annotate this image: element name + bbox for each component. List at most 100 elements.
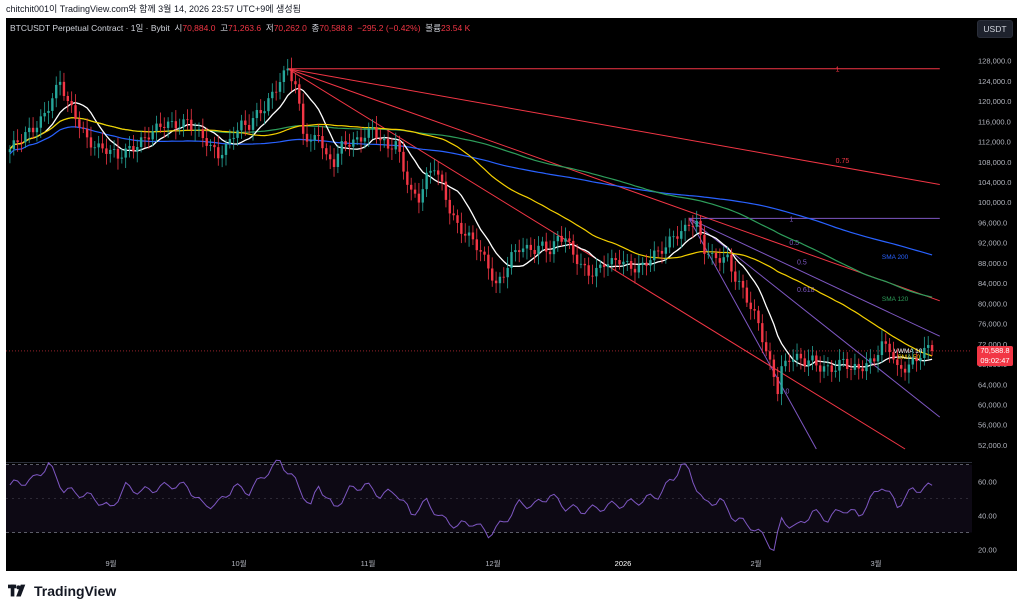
candle-body [402,151,405,172]
candle-body [31,127,35,133]
candle-body [28,127,31,133]
candle-body [749,302,752,310]
rsi-line [9,459,933,552]
high-value: 71,263.6 [228,23,262,33]
candle-body [676,236,679,239]
candle-body [761,323,764,343]
fib-purple-label: 1 [789,216,793,223]
candle-body [861,368,864,372]
fib-label: 1 [836,67,840,74]
candle-body [301,103,305,134]
candle-body [97,143,100,148]
candle-body [205,138,208,146]
price-axis-label: 120,000.0 [978,97,1011,106]
candle-body [502,276,505,278]
fib-purple-fan-1 [688,217,941,337]
candle-body [437,170,440,175]
candle-body [236,130,239,138]
candle-body [417,193,421,203]
candle-body [139,137,143,147]
candle-body [166,121,170,128]
candle-body [74,105,77,120]
candle-body [626,260,629,262]
candle-body [120,157,124,159]
low-value: 70,262.0 [273,23,307,33]
candle-body [425,172,428,190]
candle-body [448,199,451,214]
time-axis-label: 2026 [615,559,632,568]
candle-body [853,363,857,370]
candle-body [533,249,536,254]
currency-button[interactable]: USDT [977,20,1013,38]
candle-body [552,241,556,255]
candle-body [244,120,247,125]
candle-body [267,98,270,112]
candle-body [907,364,911,373]
candle-body [413,189,417,194]
candle-body [16,140,19,143]
candle-body [880,341,884,356]
candle-body [579,263,583,265]
candle-body [645,262,648,266]
current-price-value: 70,588.8 [980,346,1010,355]
candle-body [718,258,722,263]
candle-body [467,232,471,236]
candle-body [24,132,27,143]
candle-body [610,258,614,265]
candle-body [842,358,845,360]
symbol-name[interactable]: BTCUSDT Perpetual Contract · 1일 · Bybit [10,23,170,33]
candle-body [89,137,93,148]
candle-body [460,222,463,234]
candle-body [498,276,502,284]
candle-body [575,254,579,265]
candle-body [649,260,652,266]
candle-body [340,141,343,154]
candle-body [556,235,560,242]
candle-body [703,234,706,254]
tradingview-brand: TradingView [34,583,117,599]
countdown-timer: 09:02:47 [980,356,1010,365]
candle-body [55,84,58,99]
chart-area[interactable]: 128,000.0 124,000.0 120,000.0 116,000.0 112,… [6,18,1017,571]
price-axis-label: 84,000.0 [978,279,1007,288]
candle-body [560,235,563,242]
candle-body [286,68,289,71]
candle-body [572,240,575,255]
candle-body [298,84,301,104]
tradingview-logo[interactable]: TradingView [8,581,116,601]
rsi-axis-label: 20.00 [978,546,997,555]
vwma10-line [9,87,933,368]
price-axis-label: 112,000.0 [978,138,1011,147]
candle-body [869,358,872,364]
candle-body [444,181,448,200]
candle-body [680,231,683,239]
chart-svg[interactable]: 128,000.0 124,000.0 120,000.0 116,000.0 112,… [6,18,1017,571]
candle-body [78,119,81,128]
candle-body [599,264,602,268]
candle-body [710,252,714,254]
candle-body [274,91,278,93]
candle-body [62,81,66,96]
candle-body [900,365,903,369]
candle-body [745,287,749,303]
candle-body [892,352,895,360]
candle-body [876,355,880,362]
candle-body [278,82,282,92]
candle-body [525,244,529,249]
low-label: 저 [265,23,274,33]
chart-caption: chitchit001이 TradingView.com와 함께 3월 14, … [6,4,301,14]
sma200-line [9,126,933,256]
candle-body [263,111,266,114]
candle-body [325,148,328,155]
candle-body [672,236,675,238]
candle-body [818,365,822,372]
candle-body [394,141,397,150]
candle-body [47,110,50,113]
candle-body [217,147,220,159]
candle-body [82,127,85,129]
candle-body [182,119,185,128]
vwma10-label: VWMA 10 [893,348,922,355]
price-axis-label: 56,000.0 [978,421,1007,430]
price-axis-label: 116,000.0 [978,117,1011,126]
candle-body [757,310,760,324]
